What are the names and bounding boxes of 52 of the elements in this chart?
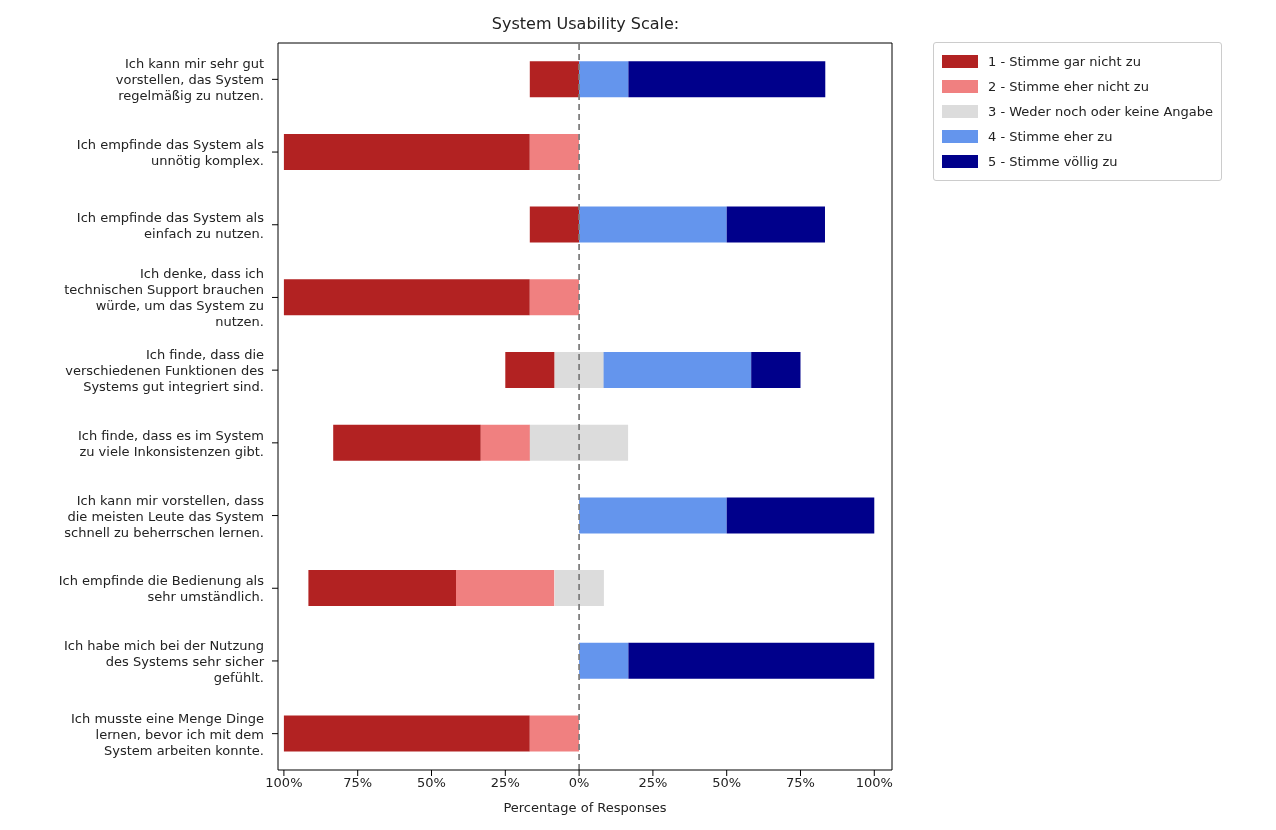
- bar: [529, 424, 629, 461]
- bar: [283, 133, 530, 170]
- x-tick-label: 100%: [265, 775, 303, 791]
- y-tick-label: Ich finde, dass es im System zu viele Inkonsistenzen gibt.: [78, 427, 264, 459]
- y-tick-label: Ich musste eine Menge Dinge lernen, bevor ich mit dem System arbeiten konnte.: [71, 710, 264, 758]
- bar: [579, 642, 629, 679]
- y-tick-label: Ich empfinde das System als unnötig komplex.: [76, 136, 265, 168]
- bar: [751, 351, 801, 388]
- x-tick-label: 0%: [568, 775, 590, 791]
- bar: [603, 351, 752, 388]
- y-tick-label: Ich kann mir sehr gut vorstellen, das System regelmäßig zu nutzen.: [115, 55, 264, 103]
- x-tick-label: 75%: [786, 775, 815, 791]
- bar: [308, 570, 456, 607]
- bar: [480, 424, 531, 461]
- x-tick-label: 25%: [490, 775, 520, 791]
- y-tick-label: Ich empfinde das System als einfach zu nutzen.: [76, 209, 265, 241]
- x-tick-label: 75%: [343, 775, 373, 791]
- legend-label: 5 - Stimme völlig zu: [988, 154, 1118, 169]
- y-tick-label: Ich finde, dass die verschiedenen Funktionen des Systems gut integriert sind.: [65, 346, 265, 394]
- bar: [505, 351, 555, 388]
- bar: [283, 279, 530, 316]
- y-tick-label: Ich denke, dass ich technischen Support brauchen würde, um das System zu nutzen.: [64, 265, 264, 329]
- bar: [333, 424, 481, 461]
- x-tick-label: 100%: [855, 775, 893, 791]
- bar: [579, 206, 727, 243]
- legend-label: 4 - Stimme eher zu: [988, 129, 1113, 144]
- x-tick-label: 25%: [638, 775, 668, 791]
- bar: [456, 570, 555, 607]
- bar: [283, 715, 530, 752]
- bar: [554, 570, 604, 607]
- bar: [529, 61, 580, 98]
- bar: [726, 206, 825, 243]
- x-tick-label: 50%: [712, 775, 742, 791]
- bar: [529, 133, 580, 170]
- bar: [529, 279, 580, 316]
- bar: [579, 61, 629, 98]
- bar: [529, 206, 580, 243]
- y-tick-label: Ich empfinde die Bedienung als sehr umständlich.: [58, 572, 265, 604]
- bar: [726, 497, 875, 534]
- bar: [579, 497, 727, 534]
- bar: [554, 351, 604, 388]
- y-tick-label: Ich kann mir vorstellen, dass die meisten Leute das System schnell zu beherrschen lernen.: [64, 492, 265, 540]
- legend-label: 2 - Stimme eher nicht zu: [988, 79, 1149, 94]
- bar: [529, 715, 580, 752]
- y-tick-label: Ich habe mich bei der Nutzung des Systems sehr sicher gefühlt.: [63, 637, 265, 685]
- bar: [628, 642, 875, 679]
- x-tick-label: 50%: [417, 775, 446, 791]
- x-axis-title: Percentage of Responses: [503, 800, 667, 815]
- legend-label: 3 - Weder noch oder keine Angabe: [988, 104, 1214, 119]
- bar: [628, 61, 826, 98]
- chart-title: System Usability Scale:: [490, 14, 681, 33]
- legend-label: 1 - Stimme gar nicht zu: [988, 54, 1141, 69]
